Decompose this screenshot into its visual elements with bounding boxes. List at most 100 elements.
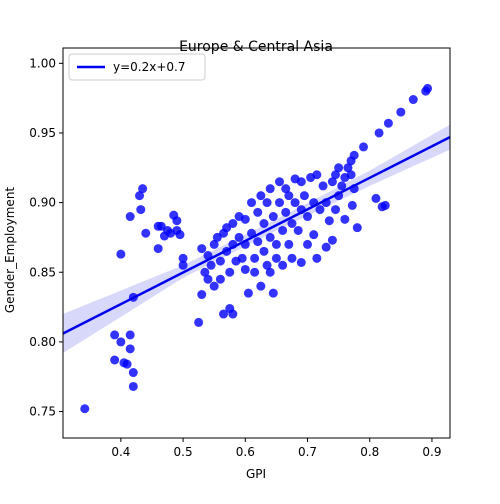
point — [349, 150, 359, 160]
point — [265, 267, 275, 277]
point — [359, 142, 369, 152]
point — [128, 381, 138, 391]
point — [200, 267, 210, 277]
point — [122, 359, 132, 369]
point — [312, 253, 322, 263]
x-tick-label: 0.6 — [236, 445, 255, 459]
point — [315, 205, 325, 215]
point — [228, 309, 238, 319]
point — [275, 198, 285, 208]
point — [278, 260, 288, 270]
point — [371, 193, 381, 203]
point — [206, 260, 216, 270]
point — [197, 244, 207, 254]
y-tick-label: 0.75 — [29, 405, 56, 419]
point — [284, 239, 294, 249]
point — [234, 232, 244, 242]
point — [296, 177, 306, 187]
y-tick-label: 0.80 — [29, 335, 56, 349]
point — [268, 212, 278, 222]
point — [327, 235, 337, 245]
point — [337, 181, 347, 191]
point — [125, 344, 135, 354]
point — [253, 207, 263, 217]
point — [347, 200, 357, 210]
point — [324, 216, 334, 226]
point — [125, 330, 135, 340]
y-tick-label: 0.95 — [29, 126, 56, 140]
point — [284, 191, 294, 201]
point — [278, 225, 288, 235]
point — [265, 232, 275, 242]
point — [312, 170, 322, 180]
point — [243, 288, 253, 298]
point — [331, 205, 341, 215]
point — [346, 170, 356, 180]
plot-frame — [62, 47, 451, 439]
point — [125, 212, 135, 222]
point — [343, 163, 353, 173]
point — [110, 355, 120, 365]
point — [166, 228, 176, 238]
y-tick-label: 1.00 — [29, 56, 56, 70]
chart-title: Europe & Central Asia — [179, 39, 333, 55]
y-axis-label: Gender_Employment — [3, 187, 17, 314]
point — [197, 290, 207, 300]
point — [275, 177, 285, 187]
point — [256, 281, 266, 291]
point — [178, 260, 188, 270]
point — [253, 237, 263, 247]
point — [250, 253, 260, 263]
point — [296, 258, 306, 267]
point — [265, 184, 275, 194]
point — [259, 219, 269, 228]
x-tick-label: 0.5 — [174, 445, 193, 459]
point — [309, 230, 319, 240]
point — [250, 267, 260, 277]
y-tick-label: 0.90 — [29, 196, 56, 210]
point — [299, 191, 309, 201]
point — [240, 214, 250, 224]
point — [194, 317, 204, 327]
point — [340, 214, 350, 224]
point — [287, 253, 297, 263]
point — [262, 198, 272, 208]
fit-line — [62, 136, 451, 335]
point — [303, 239, 313, 249]
point — [178, 253, 188, 263]
point — [153, 244, 163, 254]
point — [408, 95, 418, 105]
point — [352, 223, 362, 233]
point — [290, 198, 300, 208]
point — [281, 184, 291, 194]
point — [172, 216, 182, 226]
point — [136, 205, 146, 215]
point — [240, 264, 250, 274]
point — [321, 242, 331, 252]
point — [259, 246, 269, 256]
point — [209, 239, 219, 249]
point — [331, 170, 341, 180]
point — [135, 191, 145, 201]
point — [293, 225, 303, 235]
point — [215, 256, 225, 266]
x-tick-label: 0.9 — [422, 445, 441, 459]
point — [256, 191, 266, 201]
point — [262, 260, 272, 270]
point — [80, 404, 90, 414]
point — [116, 249, 126, 259]
point — [247, 198, 257, 208]
point — [128, 368, 138, 378]
point — [281, 207, 291, 217]
point — [268, 288, 278, 298]
point — [138, 184, 148, 194]
point — [396, 107, 406, 117]
x-axis-label: GPI — [246, 467, 266, 481]
point — [303, 212, 313, 222]
point — [203, 274, 213, 284]
point — [334, 163, 344, 173]
point — [383, 118, 393, 128]
point — [209, 281, 219, 291]
